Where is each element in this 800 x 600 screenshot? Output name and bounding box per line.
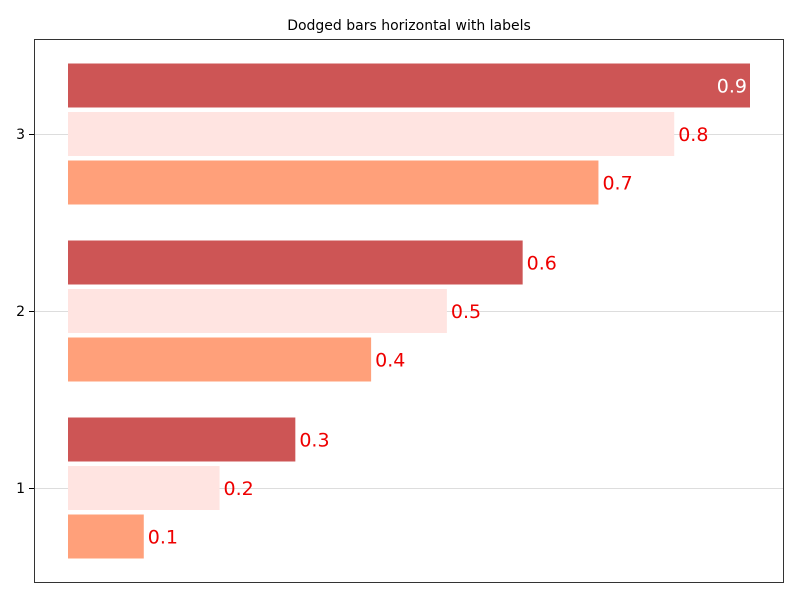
bar [68,417,296,462]
y-tick-label: 3 [16,127,25,143]
bar [68,514,144,559]
bar-value-label: 0.8 [678,124,708,146]
bar [68,466,220,510]
plot-frame [34,39,784,583]
bar [68,112,675,156]
bar-value-label: 0.6 [527,253,557,275]
bar-value-label: 0.9 [717,76,747,98]
y-axis: 1 2 3 [16,127,34,497]
bar [68,240,523,285]
bar-value-label: 0.4 [375,350,405,372]
bar [68,289,447,333]
y-tick-label: 2 [16,304,25,320]
bar-value-label: 0.7 [602,173,632,195]
bar [68,63,750,108]
bar [68,160,599,205]
bar-value-label: 0.5 [451,301,481,323]
chart-title: Dodged bars horizontal with labels [287,18,531,34]
bar-value-label: 0.1 [148,527,178,549]
y-tick-label: 1 [16,481,25,497]
bars [68,63,750,559]
bar-value-label: 0.2 [224,478,254,500]
data-labels: 0.1 0.4 0.7 0.2 0.5 0.8 0.3 0.6 0.9 [148,76,747,549]
bar-value-label: 0.3 [299,430,329,452]
bar [68,337,372,382]
